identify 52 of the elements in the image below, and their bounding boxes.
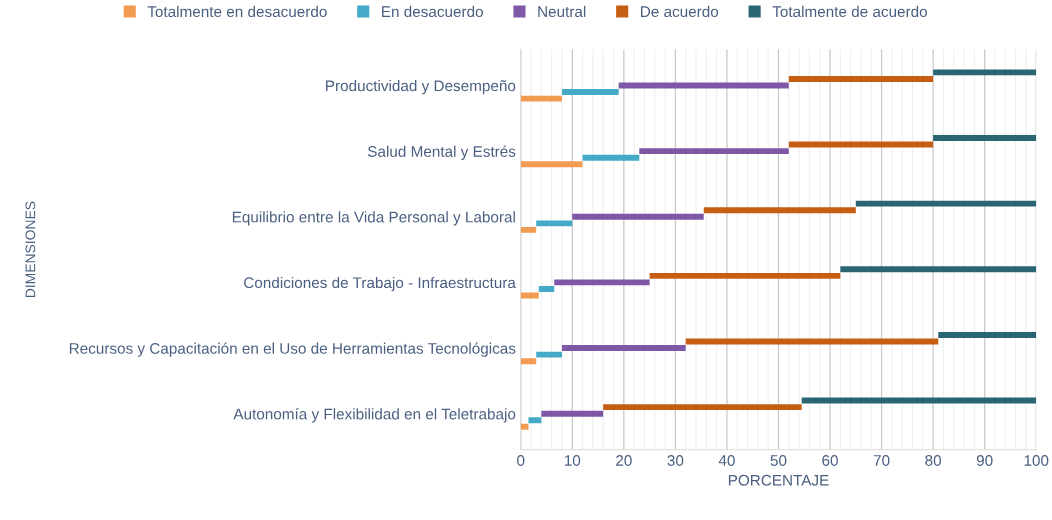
y-tick-label: Salud Mental y Estrés <box>367 145 516 160</box>
bar <box>582 154 640 161</box>
bar <box>520 423 529 430</box>
bar <box>561 345 686 352</box>
x-tick-label: 70 <box>873 455 890 466</box>
bar <box>536 220 573 227</box>
x-tick-label: 20 <box>616 455 632 466</box>
x-tick-label: 0 <box>517 455 525 466</box>
y-tick-label: Condiciones de Trabajo - Infraestructura <box>244 276 516 292</box>
y-tick-label: Productividad y Desempeño <box>326 79 516 95</box>
bar <box>938 331 1037 338</box>
bar <box>649 272 841 279</box>
bar <box>703 207 856 214</box>
bar <box>520 226 537 233</box>
legend-label: Totalmente de acuerdo <box>772 5 927 18</box>
bar <box>538 286 555 292</box>
x-axis-title: PORCENTAJE <box>728 474 829 486</box>
legend-label: De acuerdo <box>641 5 719 18</box>
x-tick-label: 60 <box>822 455 838 466</box>
bar <box>520 292 539 299</box>
y-tick-label: Recursos y Capacitación en el Uso de Herramientas Tecnológicas <box>69 342 516 357</box>
legend-label: Totalmente en desacuerdo <box>147 5 327 18</box>
x-tick-label: 100 <box>1024 455 1049 466</box>
x-tick-label: 80 <box>925 455 942 466</box>
bar <box>933 135 1037 141</box>
bar <box>788 75 934 82</box>
legend-label: En desacuerdo <box>382 5 483 18</box>
x-tick-label: 10 <box>564 455 581 466</box>
bar <box>933 69 1037 76</box>
x-tick-label: 90 <box>976 455 993 466</box>
y-tick-label: Equilibrio entre la Vida Personal y Laboral <box>232 211 515 226</box>
bar <box>788 141 934 148</box>
bar <box>520 358 537 365</box>
bar <box>536 351 562 358</box>
bar <box>855 200 1037 207</box>
bar <box>554 279 650 286</box>
bar <box>840 266 1037 273</box>
bar <box>520 161 583 168</box>
y-axis-title: DIMENSIONES <box>25 201 36 298</box>
bar <box>572 213 704 220</box>
bar <box>561 89 619 96</box>
bar <box>541 410 604 417</box>
bar <box>639 148 789 155</box>
legend-label: Neutral <box>538 5 586 18</box>
bar <box>801 397 1037 404</box>
x-tick-label: 30 <box>667 455 684 466</box>
bar <box>603 404 802 411</box>
y-tick-label: Autonomía y Flexibilidad en el Teletrabajo <box>233 408 516 423</box>
x-tick-label: 50 <box>770 455 787 466</box>
bar <box>528 417 542 424</box>
bar <box>520 95 562 102</box>
x-tick-label: 40 <box>718 455 735 466</box>
